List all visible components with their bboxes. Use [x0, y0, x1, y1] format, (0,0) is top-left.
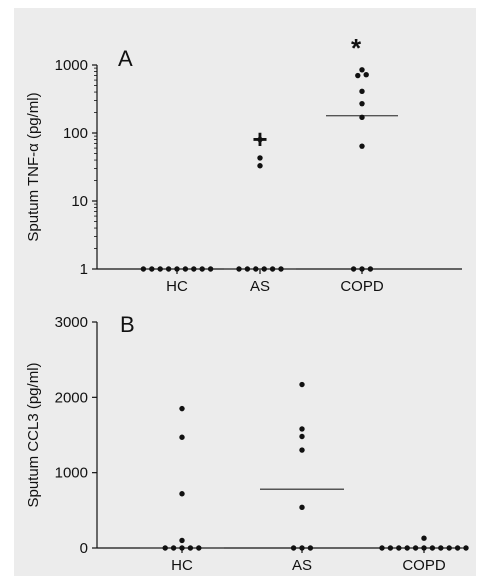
data-point-copd [396, 545, 402, 551]
data-point-hc [157, 266, 163, 272]
x-tick-label: AS [292, 557, 312, 574]
data-point-copd [454, 545, 461, 551]
data-point-hc [179, 434, 185, 440]
x-tick-label: HC [171, 557, 193, 574]
data-point-as [299, 426, 305, 432]
data-point-copd [463, 545, 469, 551]
y-axis-title: Sputum TNF-α (pg/ml) [25, 92, 42, 241]
data-point-copd [367, 266, 374, 272]
data-point-hc [179, 405, 185, 412]
significance-mark: + [252, 124, 267, 154]
data-point-hc [196, 545, 202, 551]
data-point-copd [350, 266, 357, 272]
data-point-as [257, 163, 263, 169]
data-point-copd [379, 545, 385, 551]
data-point-copd [355, 72, 361, 79]
data-point-copd [359, 88, 365, 95]
data-point-hc [207, 266, 214, 272]
panel-label: B [120, 312, 135, 337]
data-point-as [299, 447, 305, 453]
data-point-copd [421, 545, 427, 551]
data-point-hc [140, 266, 147, 272]
data-point-hc [165, 266, 172, 272]
data-point-copd [412, 545, 419, 551]
data-point-copd [359, 67, 365, 73]
y-tick-label: 10 [71, 193, 88, 210]
y-tick-label: 0 [80, 540, 88, 557]
data-point-copd [404, 545, 410, 551]
data-point-hc [179, 545, 185, 551]
data-point-as [299, 433, 305, 440]
y-tick-label: 1 [80, 261, 88, 278]
y-tick-label: 1000 [55, 465, 88, 482]
data-point-hc [149, 266, 155, 272]
data-point-as [278, 266, 284, 272]
data-point-hc [174, 266, 180, 272]
panel-label: A [118, 46, 133, 71]
y-tick-label: 2000 [55, 389, 88, 406]
x-tick-label: COPD [402, 557, 446, 574]
data-point-as [257, 155, 263, 161]
data-point-copd [363, 72, 369, 78]
data-point-copd [429, 545, 436, 551]
significance-mark: * [351, 33, 362, 63]
data-point-copd [421, 535, 427, 541]
y-axis-title: Sputum CCL3 (pg/ml) [25, 362, 42, 507]
data-point-as [307, 545, 314, 551]
data-point-as [299, 504, 305, 511]
data-point-as [299, 381, 305, 388]
data-point-as [236, 266, 242, 272]
y-tick-label: 1000 [55, 57, 88, 74]
data-point-as [244, 266, 251, 272]
data-point-as [269, 266, 276, 272]
x-tick-label: COPD [340, 278, 384, 295]
data-point-as [253, 266, 259, 272]
x-tick-label: AS [250, 278, 270, 295]
data-point-as [290, 545, 297, 551]
data-point-hc [187, 545, 194, 551]
data-point-hc [162, 545, 168, 551]
data-point-copd [359, 100, 365, 107]
data-point-copd [359, 266, 365, 272]
data-point-hc [199, 266, 205, 272]
data-point-copd [387, 545, 394, 551]
data-point-copd [446, 545, 452, 551]
data-point-as [261, 266, 267, 272]
data-point-hc [179, 537, 185, 544]
data-point-hc [179, 491, 185, 497]
data-point-copd [359, 143, 365, 149]
y-tick-label: 3000 [55, 314, 88, 331]
data-point-as [257, 136, 263, 143]
figure-background [14, 8, 476, 576]
data-point-as [299, 545, 305, 551]
data-point-copd [438, 545, 444, 551]
data-point-copd [359, 114, 365, 121]
data-point-hc [170, 545, 177, 551]
data-point-hc [191, 266, 197, 272]
data-point-hc [182, 266, 189, 272]
y-tick-label: 100 [63, 125, 88, 142]
x-tick-label: HC [166, 278, 188, 295]
